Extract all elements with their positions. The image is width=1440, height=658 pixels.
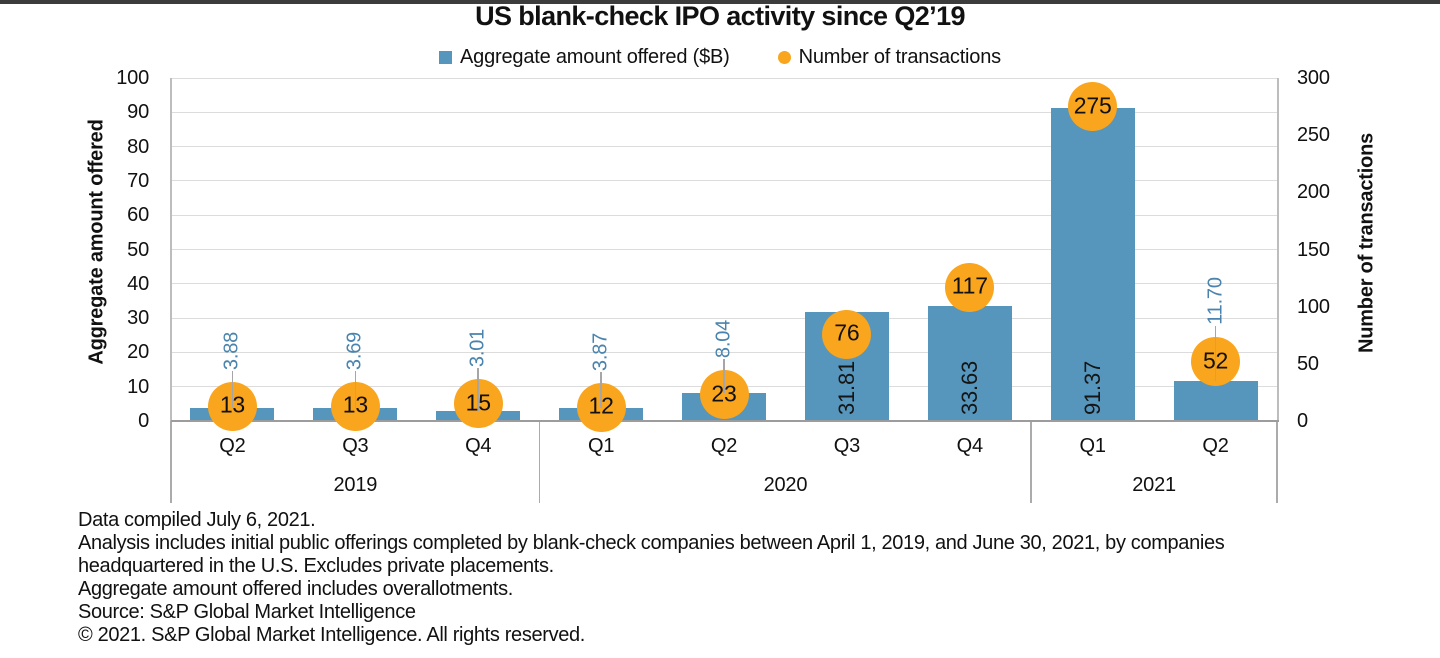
top-border-strip — [0, 0, 1440, 4]
left-axis-tick: 40 — [127, 272, 149, 295]
x-axis-quarter-label: Q4 — [956, 435, 983, 457]
bar-value-label: 31.81 — [833, 360, 859, 416]
footnote-line: Data compiled July 6, 2021. — [78, 509, 316, 531]
x-axis-quarter-label: Q3 — [342, 435, 369, 457]
x-axis-line — [171, 420, 1279, 422]
transactions-count-label: 15 — [465, 389, 491, 416]
right-axis-tick: 200 — [1297, 181, 1330, 204]
bar-value-label: 3.69 — [343, 331, 366, 370]
right-axis-tick: 250 — [1297, 124, 1330, 147]
transactions-count-label: 13 — [342, 391, 368, 418]
right-axis-tick: 100 — [1297, 295, 1330, 318]
x-axis-quarter-label: Q2 — [219, 435, 246, 457]
x-axis-quarter-label: Q4 — [465, 435, 492, 457]
left-axis-tick: 20 — [127, 341, 149, 364]
gridline — [171, 283, 1277, 285]
footnotes: Data compiled July 6, 2021. Analysis incl… — [78, 509, 1418, 647]
left-axis-tick: 30 — [127, 307, 149, 330]
data-label-leader-line — [723, 359, 725, 394]
left-axis-tick: 10 — [127, 375, 149, 398]
transactions-point — [822, 309, 872, 359]
right-axis-tick: 150 — [1297, 238, 1330, 261]
left-axis-tick: 50 — [127, 238, 149, 261]
x-axis-year-label: 2020 — [763, 474, 808, 496]
footnote-line: headquartered in the U.S. Excludes priva… — [78, 555, 554, 577]
left-axis-tick: 90 — [127, 101, 149, 124]
bar-value-label: 3.88 — [220, 331, 243, 370]
right-axis-tick: 0 — [1297, 410, 1308, 432]
data-label-leader-line — [354, 370, 357, 409]
x-axis-quarter-label: Q2 — [710, 435, 738, 457]
footnote-line: Source: S&P Global Market Intelligence — [78, 601, 416, 623]
gridline — [171, 146, 1277, 148]
year-group-divider — [538, 421, 541, 503]
bar-value-label: 3.01 — [466, 329, 489, 368]
transactions-point — [945, 262, 995, 312]
left-axis-tick: 100 — [116, 67, 149, 89]
right-axis-tick: 50 — [1297, 352, 1319, 375]
plot-left-border — [170, 78, 172, 421]
gridline — [171, 111, 1277, 113]
gridline — [171, 77, 1277, 79]
year-group-divider — [170, 421, 172, 503]
transactions-count-label: 23 — [711, 380, 737, 407]
x-axis-year-label: 2021 — [1132, 474, 1176, 496]
x-axis-quarter-label: Q1 — [587, 435, 615, 457]
left-axis-tick: 80 — [127, 135, 149, 158]
legend-item-aggregate: Aggregate amount offered ($B) — [439, 46, 730, 69]
footnote-line: © 2021. S&P Global Market Intelligence. … — [78, 624, 585, 646]
legend-label: Aggregate amount offered ($B) — [460, 46, 730, 68]
data-label-leader-line — [600, 371, 602, 408]
year-group-divider — [1030, 421, 1032, 503]
gridline — [171, 180, 1277, 182]
left-axis-tick: 60 — [127, 204, 149, 227]
bar-value-label: 8.04 — [712, 320, 735, 359]
data-label-leader-line — [1214, 326, 1217, 381]
footnote-line: Analysis includes initial public offerin… — [78, 532, 1225, 554]
legend-label: Number of transactions — [798, 46, 1002, 68]
year-group-divider — [1276, 421, 1278, 503]
left-axis-tick: 0 — [138, 410, 149, 432]
plot-right-border — [1277, 78, 1279, 421]
x-axis-quarter-label: Q1 — [1079, 435, 1106, 457]
data-label-leader-line — [477, 368, 479, 411]
gridline — [171, 351, 1277, 353]
bar-value-label: 11.70 — [1204, 277, 1227, 325]
transactions-point — [1068, 82, 1118, 132]
bar — [1050, 107, 1135, 421]
bar-value-label: 3.87 — [589, 332, 612, 371]
transactions-count-label: 13 — [219, 391, 246, 418]
chart-legend: Aggregate amount offered ($B) Number of … — [0, 46, 1440, 69]
x-axis-year-label: 2019 — [333, 474, 378, 496]
transactions-count-label: 52 — [1202, 347, 1229, 374]
x-axis-quarter-label: Q3 — [833, 435, 861, 457]
data-label-leader-line — [231, 370, 234, 408]
right-axis-tick: 300 — [1297, 67, 1330, 89]
legend-item-transactions: Number of transactions — [777, 46, 1002, 69]
footnote-line: Aggregate amount offered includes overal… — [78, 578, 513, 600]
gridline — [171, 317, 1277, 319]
bar — [1173, 380, 1258, 421]
bar — [927, 305, 1012, 421]
x-axis-quarter-label: Q2 — [1202, 435, 1229, 457]
transactions-count-label: 12 — [588, 392, 614, 419]
transactions-count-label: 275 — [1073, 92, 1112, 119]
blue-square-legend-icon — [439, 51, 453, 64]
gridline — [171, 249, 1277, 250]
bar-value-label: 33.63 — [956, 360, 982, 416]
transactions-count-label: 76 — [834, 319, 860, 346]
transactions-count-label: 117 — [951, 272, 988, 299]
gridline — [171, 214, 1277, 216]
bar-value-label: 91.37 — [1079, 360, 1105, 416]
left-axis-tick: 70 — [127, 169, 149, 192]
chart-title: US blank-check IPO activity since Q2’19 — [475, 1, 965, 31]
orange-circle-legend-icon — [777, 51, 791, 64]
